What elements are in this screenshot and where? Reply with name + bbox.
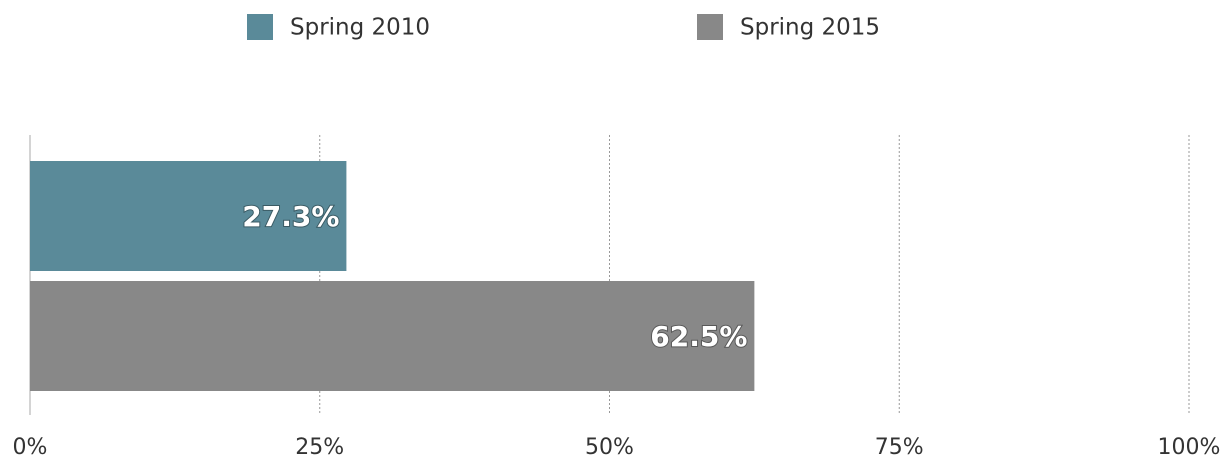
- x-tick-label: 25%: [295, 435, 344, 460]
- legend-swatch: [247, 14, 273, 40]
- value-label: 27.3%: [242, 200, 339, 233]
- x-tick-label: 75%: [875, 435, 924, 460]
- legend-label: Spring 2015: [740, 15, 880, 41]
- x-tick-label: 100%: [1158, 435, 1221, 460]
- legend-swatch: [697, 14, 723, 40]
- x-tick-label: 50%: [585, 435, 634, 460]
- bar: [30, 161, 347, 271]
- legend-label: Spring 2010: [290, 15, 430, 41]
- value-label: 62.5%: [650, 320, 747, 353]
- bar: [30, 281, 755, 391]
- x-tick-label: 0%: [13, 435, 48, 460]
